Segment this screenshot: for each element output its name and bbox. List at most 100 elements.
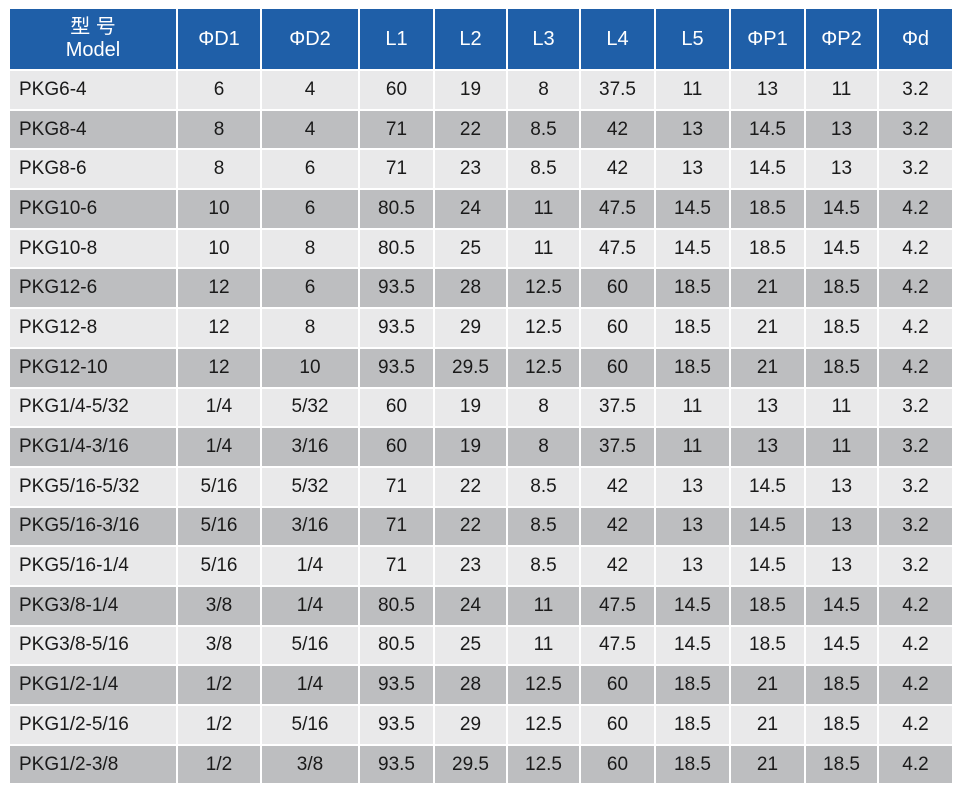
value-cell: 1/2 xyxy=(176,664,262,706)
value-cell: 18.5 xyxy=(804,664,879,706)
table-row: PKG1/4-3/16 1/4 3/16 60 19 8 37.5 11 13 11 3.2 xyxy=(8,426,954,468)
value-cell: 60 xyxy=(358,386,435,429)
value-cell: 4.2 xyxy=(877,188,954,230)
table-row: PKG10-6 10 6 80.5 24 11 47.5 14.5 18.5 14.5 4.2 xyxy=(8,188,954,230)
value-cell: 21 xyxy=(729,307,806,349)
value-cell: 93.5 xyxy=(358,267,435,310)
value-cell: 60 xyxy=(579,664,656,706)
value-cell: 60 xyxy=(579,704,656,746)
table-row: PKG1/2-1/4 1/2 1/4 93.5 28 12.5 60 18.5 21 18.5 4.… xyxy=(8,664,954,706)
value-cell: 11 xyxy=(506,188,581,230)
value-cell: 47.5 xyxy=(579,227,656,270)
value-cell: 4.2 xyxy=(877,664,954,706)
value-cell: 24 xyxy=(433,584,508,627)
value-cell: 6 xyxy=(260,267,360,310)
value-cell: 14.5 xyxy=(729,465,806,508)
value-cell: 47.5 xyxy=(579,584,656,627)
value-cell: 8 xyxy=(260,227,360,270)
value-cell: 80.5 xyxy=(358,227,435,270)
value-cell: 14.5 xyxy=(804,584,879,627)
value-cell: 22 xyxy=(433,465,508,508)
value-cell: 8 xyxy=(176,148,262,191)
value-cell: 6 xyxy=(260,188,360,230)
value-cell: 80.5 xyxy=(358,188,435,230)
value-cell: 22 xyxy=(433,505,508,548)
value-cell: 18.5 xyxy=(804,267,879,310)
value-cell: 13 xyxy=(729,386,806,429)
value-cell: 18.5 xyxy=(654,664,731,706)
value-cell: 6 xyxy=(260,148,360,191)
value-cell: 4.2 xyxy=(877,624,954,667)
value-cell: 3.2 xyxy=(877,545,954,587)
value-cell: 4 xyxy=(260,108,360,151)
value-cell: 1/4 xyxy=(176,386,262,429)
value-cell: 13 xyxy=(804,465,879,508)
column-header: L1 xyxy=(358,7,435,71)
value-cell: 21 xyxy=(729,704,806,746)
value-cell: 71 xyxy=(358,148,435,191)
value-cell: 4.2 xyxy=(877,346,954,389)
value-cell: 13 xyxy=(654,148,731,191)
value-cell: 14.5 xyxy=(654,227,731,270)
value-cell: 60 xyxy=(579,307,656,349)
value-cell: 21 xyxy=(729,743,806,786)
value-cell: 19 xyxy=(433,386,508,429)
value-cell: 4.2 xyxy=(877,743,954,786)
table-row: PKG3/8-1/4 3/8 1/4 80.5 24 11 47.5 14.5 18.5 14.5… xyxy=(8,584,954,627)
table-row: PKG3/8-5/16 3/8 5/16 80.5 25 11 47.5 14.5 18.5 14… xyxy=(8,624,954,667)
value-cell: 4.2 xyxy=(877,704,954,746)
value-cell: 21 xyxy=(729,346,806,389)
value-cell: 93.5 xyxy=(358,704,435,746)
value-cell: 60 xyxy=(358,69,435,111)
value-cell: 3/16 xyxy=(260,505,360,548)
value-cell: 5/16 xyxy=(260,624,360,667)
value-cell: 8 xyxy=(506,386,581,429)
value-cell: 4.2 xyxy=(877,227,954,270)
value-cell: 11 xyxy=(804,386,879,429)
value-cell: 8.5 xyxy=(506,465,581,508)
value-cell: 3.2 xyxy=(877,108,954,151)
value-cell: 13 xyxy=(729,69,806,111)
value-cell: 47.5 xyxy=(579,624,656,667)
value-cell: 42 xyxy=(579,148,656,191)
model-cell: PKG10-8 xyxy=(8,227,178,270)
table-row: PKG1/4-5/32 1/4 5/32 60 19 8 37.5 11 13 11 3.2 xyxy=(8,386,954,429)
model-cell: PKG5/16-1/4 xyxy=(8,545,178,587)
header-model-cn: 型 号 xyxy=(70,16,116,38)
value-cell: 1/4 xyxy=(260,664,360,706)
table-row: PKG12-10 12 10 93.5 29.5 12.5 60 18.5 21 18.5 4.2 xyxy=(8,346,954,389)
value-cell: 1/4 xyxy=(260,584,360,627)
table-row: PKG12-8 12 8 93.5 29 12.5 60 18.5 21 18.5 4.2 xyxy=(8,307,954,349)
value-cell: 14.5 xyxy=(654,188,731,230)
value-cell: 18.5 xyxy=(804,704,879,746)
value-cell: 11 xyxy=(804,426,879,468)
value-cell: 28 xyxy=(433,267,508,310)
value-cell: 10 xyxy=(260,346,360,389)
value-cell: 21 xyxy=(729,267,806,310)
value-cell: 8.5 xyxy=(506,148,581,191)
value-cell: 14.5 xyxy=(729,505,806,548)
value-cell: 3/8 xyxy=(176,624,262,667)
value-cell: 12 xyxy=(176,307,262,349)
value-cell: 14.5 xyxy=(804,624,879,667)
column-header: Φd xyxy=(877,7,954,71)
value-cell: 18.5 xyxy=(654,346,731,389)
table-row: PKG10-8 10 8 80.5 25 11 47.5 14.5 18.5 14.5 4.2 xyxy=(8,227,954,270)
value-cell: 8 xyxy=(506,69,581,111)
column-header: ΦP2 xyxy=(804,7,879,71)
value-cell: 23 xyxy=(433,545,508,587)
value-cell: 5/32 xyxy=(260,386,360,429)
value-cell: 29.5 xyxy=(433,346,508,389)
model-cell: PKG8-4 xyxy=(8,108,178,151)
value-cell: 13 xyxy=(804,148,879,191)
value-cell: 4.2 xyxy=(877,584,954,627)
value-cell: 29 xyxy=(433,704,508,746)
value-cell: 18.5 xyxy=(654,743,731,786)
model-cell: PKG1/4-3/16 xyxy=(8,426,178,468)
value-cell: 12.5 xyxy=(506,704,581,746)
value-cell: 19 xyxy=(433,69,508,111)
table-header-row: 型 号 Model ΦD1 ΦD2 L1 L2 L3 L4 L5 ΦP1 ΦP2 Φd xyxy=(8,7,954,71)
value-cell: 18.5 xyxy=(804,743,879,786)
value-cell: 24 xyxy=(433,188,508,230)
value-cell: 1/2 xyxy=(176,704,262,746)
